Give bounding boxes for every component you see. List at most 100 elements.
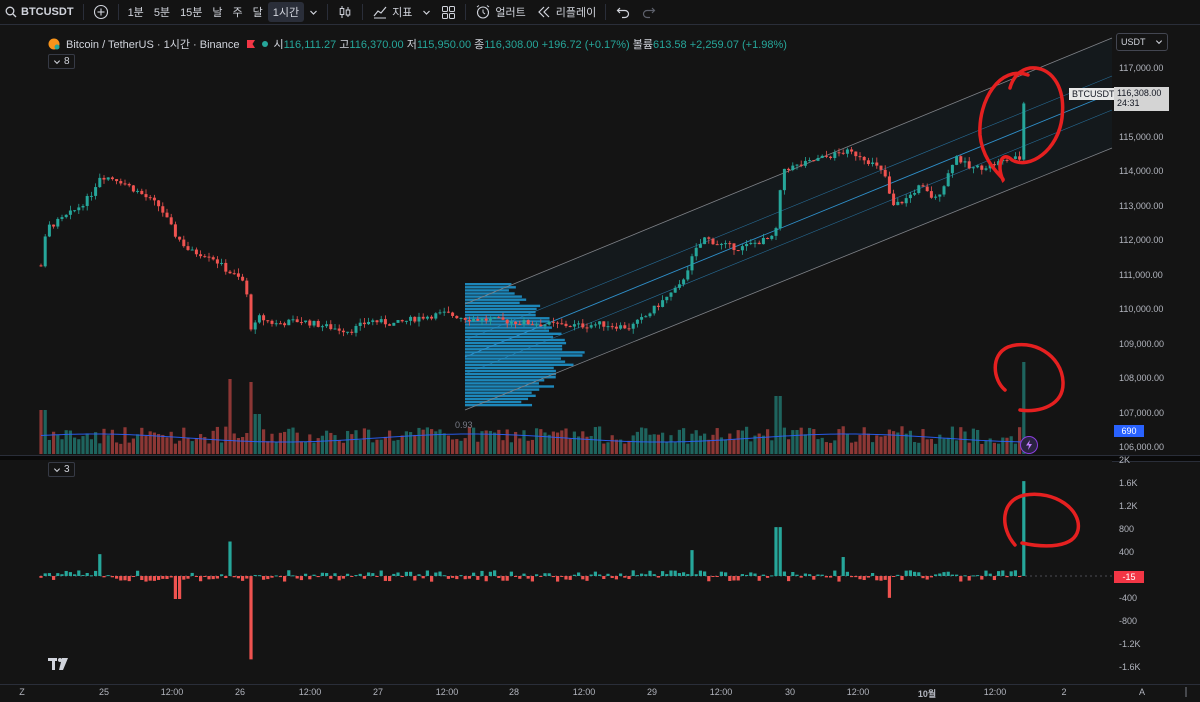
candles-icon	[337, 4, 353, 20]
indicators-label: 지표	[392, 7, 413, 19]
time-tick: 28	[508, 687, 520, 697]
time-tick: 10월	[917, 689, 937, 699]
interval-day[interactable]: 날	[212, 7, 223, 19]
interval-1m[interactable]: 1분	[127, 7, 144, 19]
legend-title[interactable]: Bitcoin / TetherUS · 1시간 · Binance	[66, 39, 240, 51]
chevron-down-icon	[53, 58, 61, 66]
zoom-reset-icon[interactable]: Z	[19, 687, 25, 697]
time-axis[interactable]	[0, 684, 1200, 702]
chevron-down-icon	[1155, 38, 1163, 46]
open-label: 시	[273, 39, 284, 51]
chevron-down-icon	[422, 8, 431, 17]
indicators-icon	[372, 4, 388, 20]
auto-scale-icon[interactable]: A	[1138, 687, 1146, 697]
replay-icon	[536, 4, 552, 20]
legend-ohlc: 시116,111.27 고116,370.00 저115,950.00 종116…	[274, 36, 787, 52]
time-tick: 12:00	[160, 687, 184, 697]
time-tick: 2	[1061, 687, 1067, 697]
oscillator-tick: -1.6K	[1119, 662, 1141, 672]
high-value: 116,370.00	[349, 39, 404, 51]
time-tick: 26	[234, 687, 246, 697]
templates-icon	[441, 5, 456, 20]
price-tick: 109,000.00	[1119, 338, 1165, 349]
interval-dropdown[interactable]	[304, 2, 323, 22]
time-tick: 12:00	[846, 687, 870, 697]
price-tick: 113,000.00	[1119, 200, 1164, 211]
templates-button[interactable]	[436, 2, 461, 22]
replay-button[interactable]: 리플레이	[531, 2, 601, 22]
indicators-collapse-bottom[interactable]: 3	[48, 462, 75, 477]
flag-icon[interactable]	[246, 39, 256, 49]
replay-label: 리플레이	[555, 7, 597, 19]
price-tick: 106,000.00	[1119, 442, 1165, 452]
interval-15m[interactable]: 15분	[180, 7, 203, 19]
time-tick: 29	[646, 687, 658, 697]
undo-icon	[615, 4, 631, 20]
last-symbol-badge: BTCUSDT	[1069, 88, 1118, 100]
separator	[82, 4, 84, 20]
last-price-badge: 116,308.00 24:31	[1114, 87, 1169, 111]
tradingview-logo[interactable]	[48, 657, 72, 674]
compare-add-button[interactable]	[88, 2, 114, 22]
undo-button[interactable]	[610, 2, 636, 22]
oscillator-tick: 800	[1119, 524, 1135, 534]
alert-button[interactable]: 얼러트	[470, 2, 530, 22]
lightning-icon[interactable]	[1020, 436, 1038, 454]
price-tick: 111,000.00	[1119, 269, 1163, 280]
oscillator-tick: -1.2K	[1119, 639, 1141, 649]
price-tick: 117,000.00	[1119, 63, 1164, 73]
price-tick: 115,000.00	[1119, 131, 1164, 142]
price-tick: 108,000.00	[1119, 373, 1165, 384]
volume-badge: 690	[1114, 425, 1144, 437]
alert-icon	[475, 4, 491, 20]
bar-countdown: 24:31	[1117, 98, 1140, 108]
price-tick: 110,000.00	[1119, 304, 1164, 315]
oscillator-tick: 1.6K	[1119, 478, 1138, 488]
volume-value: 613.58	[653, 39, 687, 51]
indicators-dropdown[interactable]	[417, 2, 436, 22]
symbol-label: BTCUSDT	[21, 6, 74, 18]
interval-month[interactable]: 달	[252, 7, 263, 19]
indicators-collapse-top[interactable]: 8	[48, 54, 75, 69]
last-price: 116,308.00	[1117, 88, 1162, 98]
settings-icon[interactable]	[1182, 687, 1190, 699]
redo-button[interactable]	[636, 2, 662, 22]
price-tick: 107,000.00	[1119, 407, 1165, 418]
separator	[327, 4, 329, 20]
volume-profile-value: 0.93	[455, 420, 473, 430]
separator	[117, 4, 119, 20]
chevron-down-icon	[309, 8, 318, 17]
oscillator-pane[interactable]	[0, 460, 1112, 684]
chart-type-button[interactable]	[332, 2, 358, 22]
price-pane[interactable]	[0, 28, 1112, 456]
change-value: +196.72 (+0.17%)	[541, 39, 630, 51]
indicator-count: 8	[64, 56, 70, 67]
interval-5m[interactable]: 5분	[153, 7, 171, 19]
oscillator-tick: 1.2K	[1119, 501, 1138, 511]
bitcoin-logo-icon	[48, 38, 60, 50]
time-tick: 12:00	[298, 687, 322, 697]
interval-1h[interactable]: 1시간	[267, 2, 305, 22]
interval-week[interactable]: 주	[232, 7, 243, 19]
oscillator-tick: -400	[1119, 593, 1138, 603]
symbol-legend: Bitcoin / TetherUS · 1시간 · Binance 시116,…	[48, 36, 787, 52]
top-toolbar: BTCUSDT 1분 5분 15분 날 주 달 1시간 지표	[0, 0, 1200, 25]
time-tick: 12:00	[709, 687, 733, 697]
oscillator-last-badge: -15	[1114, 571, 1144, 583]
time-tick: 12:00	[435, 687, 459, 697]
symbol-search[interactable]: BTCUSDT	[0, 2, 79, 22]
add-icon	[93, 4, 109, 20]
redo-icon	[641, 4, 657, 20]
indicator-count: 3	[64, 464, 70, 475]
time-tick: 12:00	[983, 687, 1007, 697]
alert-label: 얼러트	[495, 7, 526, 19]
market-status-dot	[261, 41, 268, 47]
open-value: 116,111.27	[283, 39, 337, 51]
currency-select[interactable]: USDT	[1116, 33, 1168, 51]
time-tick: 30	[784, 687, 796, 697]
volume-label: 볼륨	[632, 39, 653, 51]
indicators-button[interactable]: 지표	[367, 2, 417, 22]
separator	[465, 4, 467, 20]
low-value: 115,950.00	[416, 39, 472, 51]
oscillator-tick: 2K	[1119, 455, 1131, 465]
